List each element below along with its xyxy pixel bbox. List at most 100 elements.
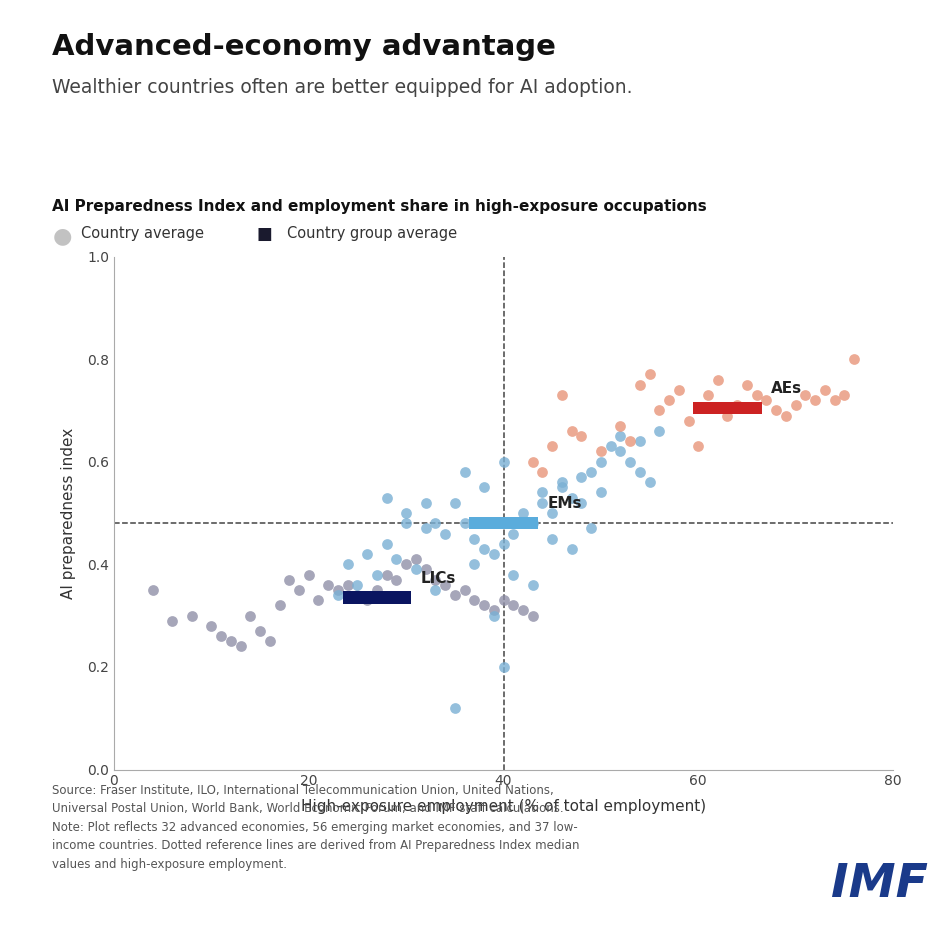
Point — [331, 582, 346, 598]
Point — [496, 593, 511, 608]
Point — [466, 531, 482, 546]
Point — [408, 561, 424, 577]
Point — [661, 392, 676, 408]
Point — [399, 516, 414, 531]
Text: IMF: IMF — [831, 863, 928, 907]
Point — [583, 521, 598, 536]
Point — [389, 552, 404, 567]
Point — [681, 413, 696, 428]
Point — [554, 388, 569, 403]
Point — [564, 490, 580, 505]
Point — [672, 382, 687, 397]
Bar — [343, 592, 411, 604]
Point — [457, 516, 472, 531]
Point — [525, 608, 541, 623]
Point — [505, 526, 521, 542]
Text: Wealthier countries often are better equipped for AI adoption.: Wealthier countries often are better equ… — [52, 78, 633, 97]
Point — [633, 433, 648, 448]
Point — [359, 593, 374, 608]
Point — [564, 542, 580, 557]
Text: Advanced-economy advantage: Advanced-economy advantage — [52, 33, 556, 61]
Point — [826, 392, 843, 408]
Point — [370, 567, 385, 582]
Point — [350, 587, 365, 602]
Point — [477, 542, 492, 557]
Point — [203, 618, 218, 634]
Point — [778, 408, 793, 423]
Point — [574, 469, 589, 484]
Text: ●: ● — [52, 226, 71, 246]
Point — [525, 578, 541, 593]
Point — [554, 480, 569, 495]
Text: ■: ■ — [256, 225, 273, 243]
Point — [837, 388, 852, 403]
Point — [281, 572, 296, 587]
Point — [496, 659, 511, 674]
Point — [486, 603, 502, 618]
Point — [593, 454, 608, 469]
Point — [564, 424, 580, 439]
Point — [399, 557, 414, 572]
Point — [788, 398, 804, 413]
Text: EMs: EMs — [547, 496, 581, 511]
Y-axis label: AI preparedness index: AI preparedness index — [61, 428, 76, 598]
Point — [428, 582, 443, 598]
Point — [642, 475, 657, 490]
Point — [544, 505, 560, 521]
Point — [233, 638, 248, 654]
Point — [730, 398, 745, 413]
Point — [515, 505, 530, 521]
Point — [466, 557, 482, 572]
Text: Source: Fraser Institute, ILO, International Telecommunication Union, United Nat: Source: Fraser Institute, ILO, Internati… — [52, 784, 579, 871]
Point — [399, 505, 414, 521]
Point — [622, 454, 637, 469]
Point — [418, 561, 433, 577]
Point — [379, 567, 394, 582]
Point — [477, 598, 492, 613]
Point — [525, 516, 541, 531]
Bar — [694, 402, 762, 414]
Point — [477, 480, 492, 495]
Point — [457, 582, 472, 598]
Point — [321, 578, 336, 593]
Point — [457, 465, 472, 480]
Point — [593, 444, 608, 459]
Point — [165, 613, 180, 628]
Point — [447, 700, 463, 715]
Point — [505, 567, 521, 582]
Point — [515, 603, 530, 618]
Point — [447, 587, 463, 602]
Point — [447, 495, 463, 510]
Point — [691, 439, 706, 454]
Text: Country group average: Country group average — [287, 226, 457, 241]
Point — [759, 392, 774, 408]
Point — [418, 521, 433, 536]
Point — [535, 484, 550, 500]
Point — [486, 608, 502, 623]
Point — [739, 377, 754, 392]
Point — [145, 582, 161, 598]
Point — [292, 582, 307, 598]
Point — [798, 388, 813, 403]
Point — [613, 428, 628, 444]
Point — [389, 572, 404, 587]
Point — [496, 454, 511, 469]
Point — [808, 392, 823, 408]
Point — [418, 495, 433, 510]
Point — [750, 388, 765, 403]
Point — [223, 634, 238, 649]
Point — [379, 536, 394, 551]
Point — [311, 593, 326, 608]
Point — [428, 572, 443, 587]
Point — [301, 567, 316, 582]
Point — [769, 403, 784, 418]
Point — [613, 444, 628, 459]
Text: LICs: LICs — [421, 571, 456, 585]
Bar — [469, 517, 538, 529]
X-axis label: High-exposure employment (% of total employment): High-exposure employment (% of total emp… — [301, 800, 706, 814]
Point — [700, 388, 715, 403]
Point — [544, 439, 560, 454]
Point — [340, 578, 355, 593]
Point — [340, 557, 355, 572]
Point — [613, 418, 628, 433]
